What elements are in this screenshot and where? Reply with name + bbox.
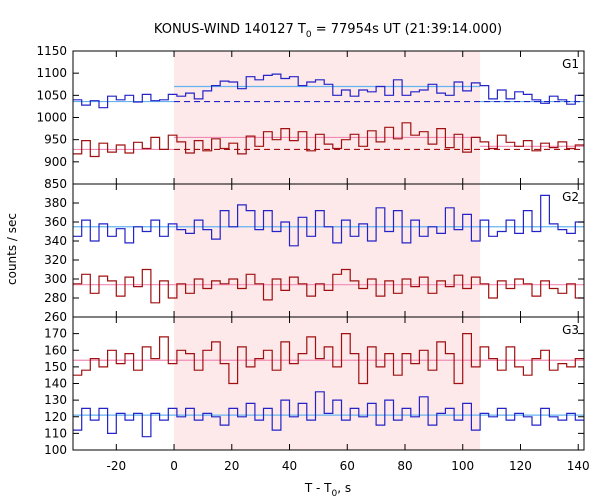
y-tick-label: 160 bbox=[44, 343, 67, 357]
interval-shade bbox=[174, 51, 481, 450]
series-red-g3 bbox=[73, 333, 584, 385]
y-tick-label: 320 bbox=[44, 253, 67, 267]
series-red-g1 bbox=[73, 122, 584, 158]
series-blue-g1 bbox=[73, 73, 584, 109]
x-axis-label: T - T0, s bbox=[304, 481, 351, 499]
y-tick-label: 100 bbox=[44, 443, 67, 457]
y-tick-label: 950 bbox=[44, 133, 67, 147]
panel-label: G1 bbox=[562, 57, 579, 71]
y-tick-label: 1000 bbox=[36, 111, 67, 125]
y-tick-label: 900 bbox=[44, 155, 67, 169]
y-tick-label: 1050 bbox=[36, 88, 67, 102]
series-blue-g3 bbox=[73, 391, 584, 438]
y-tick-label: 380 bbox=[44, 196, 67, 210]
series-blue-g2 bbox=[73, 194, 584, 247]
y-tick-label: 280 bbox=[44, 291, 67, 305]
y-tick-label: 130 bbox=[44, 393, 67, 407]
y-tick-label: 850 bbox=[44, 177, 67, 191]
x-tick-label: 80 bbox=[397, 459, 412, 473]
panels: 8509009501000105011001150G12602803003203… bbox=[36, 44, 589, 473]
series-red-g2 bbox=[73, 268, 584, 304]
y-tick-label: 150 bbox=[44, 360, 67, 374]
panel-g1: 850 900 950 1000 1050 1100 1150 G1 bbox=[36, 44, 585, 191]
y-tick-label: 300 bbox=[44, 272, 67, 286]
y-axis-label: counts / sec bbox=[5, 213, 19, 285]
y-tick-label: 170 bbox=[44, 327, 67, 341]
y-tick-label: 1150 bbox=[36, 44, 67, 58]
panel-label: G2 bbox=[562, 190, 579, 204]
y-tick-label: 1100 bbox=[36, 66, 67, 80]
x-tick-label: 20 bbox=[224, 459, 239, 473]
y-tick-label: 140 bbox=[44, 377, 67, 391]
y-tick-label: 340 bbox=[44, 234, 67, 248]
x-tick-label: 40 bbox=[282, 459, 297, 473]
panel-g3: 100 110 120 130 140 150 160 170 G3 bbox=[44, 316, 585, 457]
x-tick-label: 120 bbox=[509, 459, 532, 473]
x-tick-label: 0 bbox=[170, 459, 178, 473]
panel-label: G3 bbox=[562, 323, 579, 337]
y-tick-label: 120 bbox=[44, 410, 67, 424]
chart-title: KONUS-WIND 140127 T0 = 77954s UT (21:39:… bbox=[154, 22, 502, 40]
y-tick-label: 110 bbox=[44, 426, 67, 440]
x-tick-label: -20 bbox=[107, 459, 127, 473]
y-tick-label: 360 bbox=[44, 215, 67, 229]
x-tick-label: 60 bbox=[340, 459, 355, 473]
x-tick-label: 100 bbox=[451, 459, 474, 473]
x-tick-label: 140 bbox=[567, 459, 590, 473]
y-tick-label: 260 bbox=[44, 310, 67, 324]
